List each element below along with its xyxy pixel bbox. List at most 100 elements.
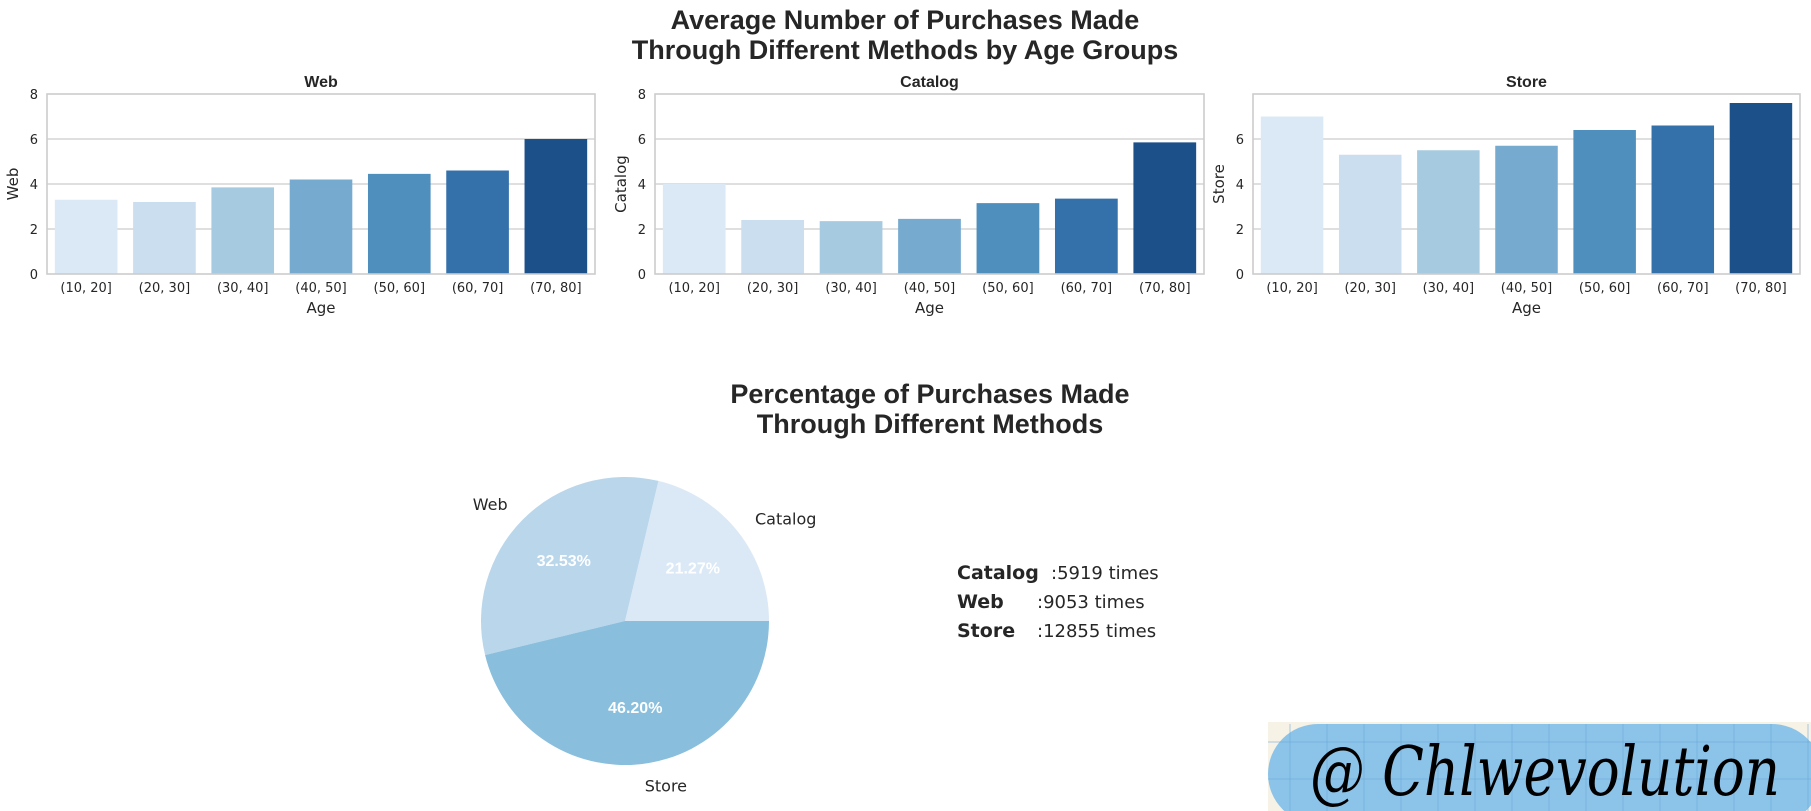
x-tick-label: (70, 80] bbox=[1139, 281, 1191, 296]
bar-1 bbox=[133, 202, 196, 274]
count-row-catalog: Catalog :5919 times bbox=[957, 562, 1159, 584]
count-value: :12855 times bbox=[1037, 621, 1156, 642]
pie-chart: Percentage of Purchases Made Through Dif… bbox=[473, 379, 1130, 795]
pie-slices: 21.27% Catalog 32.53% Web 46.20% Store bbox=[473, 477, 816, 795]
y-tick-label: 4 bbox=[638, 178, 646, 193]
x-tick-label: (40, 50] bbox=[295, 281, 347, 296]
y-axis-label: Store bbox=[1210, 164, 1228, 204]
x-tick-label: (40, 50] bbox=[1501, 281, 1553, 296]
x-tick-label: (70, 80] bbox=[1735, 281, 1787, 296]
pie-percent-label: 32.53% bbox=[537, 553, 591, 570]
x-tick-label: (50, 60] bbox=[374, 281, 426, 296]
y-tick-label: 0 bbox=[638, 268, 646, 283]
bar-0 bbox=[1260, 116, 1324, 274]
bar-1 bbox=[741, 220, 805, 274]
x-axis-label: Age bbox=[306, 299, 335, 317]
x-tick-label: (10, 20] bbox=[668, 281, 720, 296]
bar-3 bbox=[1495, 145, 1558, 274]
bar-5 bbox=[1054, 198, 1118, 274]
bar-3 bbox=[898, 218, 961, 274]
bar-5 bbox=[446, 170, 509, 274]
bar-4 bbox=[367, 173, 431, 274]
pie-percent-label: 21.27% bbox=[666, 560, 720, 577]
x-tick-label: (20, 30] bbox=[1344, 281, 1396, 296]
subplot-title: Store bbox=[1506, 74, 1547, 91]
x-tick-label: (20, 30] bbox=[747, 281, 799, 296]
watermark-pill bbox=[1268, 724, 1811, 811]
pie-title-line-2: Through Different Methods bbox=[757, 409, 1103, 439]
x-tick-label: (10, 20] bbox=[1266, 281, 1318, 296]
subplot-title: Catalog bbox=[900, 74, 959, 91]
y-tick-label: 0 bbox=[30, 268, 38, 283]
y-tick-label: 2 bbox=[1236, 223, 1244, 238]
x-tick-label: (30, 40] bbox=[825, 281, 877, 296]
bar-chart-catalog: 0 2 4 6 8 (10, 20] (20, 30] (30, 40] (40, 50] (50… bbox=[612, 74, 1205, 317]
figure-suptitle-line-1: Average Number of Purchases Made bbox=[671, 5, 1140, 35]
pie-category-label: Catalog bbox=[755, 509, 816, 528]
count-row-web: Web :9053 times bbox=[957, 591, 1145, 613]
bar-6 bbox=[524, 139, 588, 274]
x-tick-label: (60, 70] bbox=[1657, 281, 1709, 296]
bar-chart-web: 0 2 4 6 8 (10, 20] (20, 30] (30, 40] (40, 50] (50… bbox=[4, 74, 596, 317]
y-tick-label: 8 bbox=[30, 88, 38, 103]
y-axis-label: Catalog bbox=[612, 155, 630, 213]
count-method-name: Web bbox=[957, 591, 1004, 613]
purchase-counts-panel: Catalog :5919 times Web :9053 times Store :12… bbox=[957, 562, 1159, 642]
count-value: :9053 times bbox=[1037, 592, 1145, 613]
x-tick-label: (30, 40] bbox=[1423, 281, 1475, 296]
bar-charts-row: 0 2 4 6 8 (10, 20] (20, 30] (30, 40] (40, 50] (50… bbox=[4, 74, 1801, 317]
bar-1 bbox=[1338, 154, 1402, 274]
y-tick-label: 0 bbox=[1236, 268, 1244, 283]
bar-4 bbox=[1573, 130, 1636, 274]
x-tick-label: (60, 70] bbox=[452, 281, 504, 296]
x-tick-label: (60, 70] bbox=[1061, 281, 1113, 296]
bar-6 bbox=[1729, 103, 1793, 274]
bar-0 bbox=[54, 199, 118, 274]
x-axis-label: Age bbox=[1512, 299, 1541, 317]
pie-title-line-1: Percentage of Purchases Made bbox=[730, 379, 1129, 409]
bar-2 bbox=[211, 187, 275, 274]
bar-6 bbox=[1133, 142, 1197, 274]
pie-category-label: Store bbox=[645, 776, 687, 795]
count-method-name: Catalog bbox=[957, 562, 1039, 584]
bar-chart-store: 0 2 4 6 (10, 20] (20, 30] (30, 40] (40, 50] (50,… bbox=[1210, 74, 1801, 317]
y-tick-label: 6 bbox=[30, 133, 38, 148]
bar-3 bbox=[289, 179, 353, 274]
pie-percent-label: 46.20% bbox=[608, 700, 662, 717]
x-tick-label: (10, 20] bbox=[60, 281, 112, 296]
axes-frame bbox=[654, 93, 1205, 275]
watermark-signature: @ Chlwevolution bbox=[1310, 733, 1780, 811]
x-tick-label: (30, 40] bbox=[217, 281, 269, 296]
bar-4 bbox=[976, 203, 1040, 274]
y-tick-label: 4 bbox=[30, 178, 38, 193]
x-tick-label: (50, 60] bbox=[982, 281, 1034, 296]
bar-0 bbox=[662, 184, 726, 274]
x-tick-label: (50, 60] bbox=[1579, 281, 1631, 296]
bar-2 bbox=[1417, 150, 1480, 274]
watermark-pill-grid bbox=[1268, 724, 1811, 811]
subplot-title: Web bbox=[304, 74, 338, 91]
x-tick-label: (20, 30] bbox=[139, 281, 191, 296]
y-tick-label: 6 bbox=[638, 133, 646, 148]
count-value: :5919 times bbox=[1051, 563, 1159, 584]
y-tick-label: 4 bbox=[1236, 178, 1244, 193]
figure-suptitle-line-2: Through Different Methods by Age Groups bbox=[632, 35, 1179, 65]
axes-frame bbox=[1252, 93, 1801, 275]
pie-slice-catalog bbox=[625, 480, 769, 621]
x-tick-label: (40, 50] bbox=[904, 281, 956, 296]
bar-5 bbox=[1651, 125, 1715, 274]
y-tick-label: 2 bbox=[638, 223, 646, 238]
pie-slice-web bbox=[481, 477, 659, 656]
y-axis-label: Web bbox=[4, 168, 22, 201]
y-tick-label: 2 bbox=[30, 223, 38, 238]
count-row-store: Store :12855 times bbox=[957, 620, 1156, 642]
axes-frame bbox=[46, 93, 596, 275]
x-tick-label: (70, 80] bbox=[530, 281, 582, 296]
x-axis-label: Age bbox=[915, 299, 944, 317]
pie-category-label: Web bbox=[473, 495, 508, 514]
y-tick-label: 8 bbox=[638, 88, 646, 103]
pie-slice-store bbox=[485, 621, 769, 765]
y-tick-label: 6 bbox=[1236, 133, 1244, 148]
author-watermark: @ Chlwevolution bbox=[1268, 722, 1811, 811]
count-method-name: Store bbox=[957, 620, 1015, 642]
